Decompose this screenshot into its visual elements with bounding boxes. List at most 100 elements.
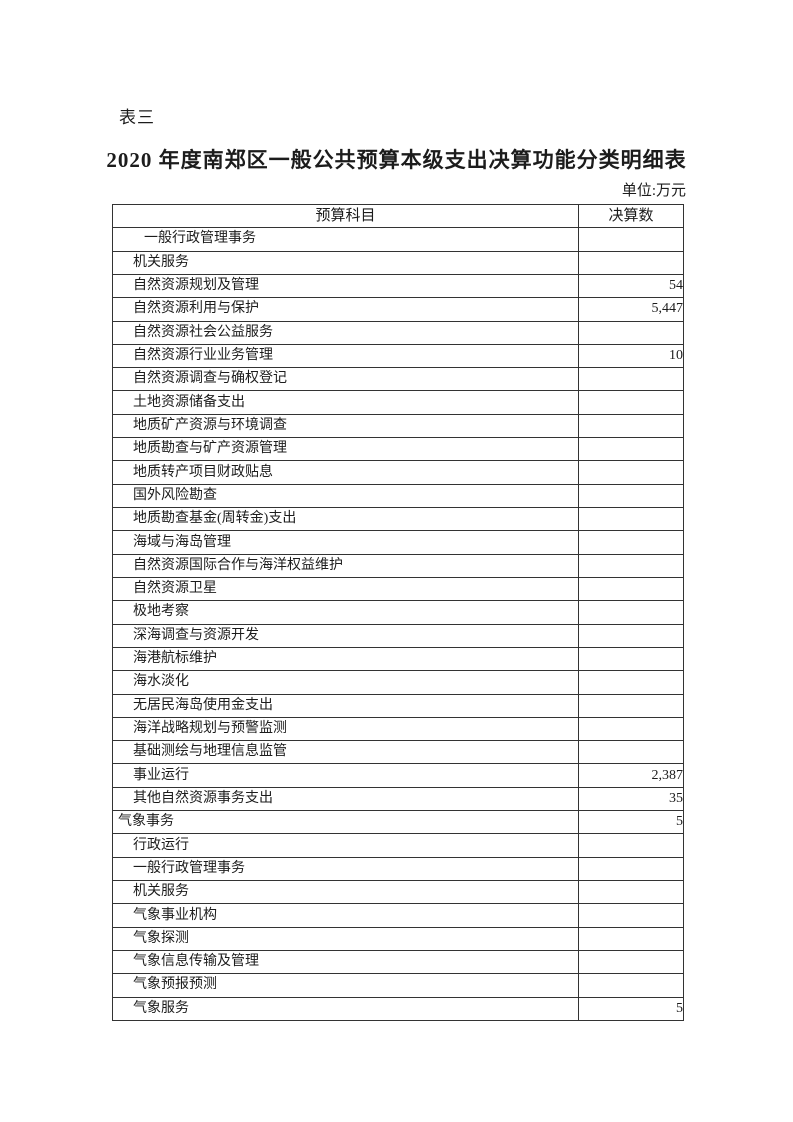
- table-row: 其他自然资源事务支出 35: [112, 786, 684, 812]
- table-header-row: 预算科目 决算数: [112, 203, 684, 229]
- amount-cell: [578, 530, 684, 555]
- table-body: 一般行政管理事务 机关服务 自然资源规划及管理 54 自然资源利用与保护 5,447 自然资…: [112, 227, 684, 1022]
- budget-subject-cell: 气象事业机构: [112, 903, 579, 928]
- amount-cell: 10: [578, 343, 684, 369]
- amount-cell: [578, 670, 684, 695]
- budget-subject-cell: 行政运行: [112, 833, 579, 858]
- amount-cell: [578, 646, 684, 672]
- budget-subject-cell: 自然资源调查与确权登记: [112, 367, 579, 392]
- table-row: 海水淡化: [112, 670, 684, 695]
- budget-table: 预算科目 决算数 一般行政管理事务 机关服务 自然资源规划及管理 54 自然资源利用与保…: [112, 203, 684, 1022]
- budget-subject-cell: 深海调查与资源开发: [112, 623, 579, 648]
- budget-subject-cell: 地质矿产资源与环境调查: [112, 413, 579, 439]
- table-row: 机关服务: [112, 880, 684, 905]
- budget-subject-cell: 机关服务: [112, 250, 579, 275]
- budget-subject-cell: 事业运行: [112, 763, 579, 788]
- budget-subject-cell: 自然资源社会公益服务: [112, 320, 579, 345]
- table-row: 深海调查与资源开发: [112, 623, 684, 648]
- amount-cell: [578, 716, 684, 742]
- amount-cell: [578, 880, 684, 905]
- table-row: 自然资源国际合作与海洋权益维护: [112, 553, 684, 578]
- table-row: 土地资源储备支出: [112, 390, 684, 415]
- budget-subject-cell: 自然资源利用与保护: [112, 297, 579, 322]
- amount-cell: 54: [578, 273, 684, 299]
- amount-cell: [578, 553, 684, 578]
- budget-subject-cell: 土地资源储备支出: [112, 390, 579, 415]
- table-row: 行政运行: [112, 833, 684, 858]
- budget-subject-cell: 自然资源卫星: [112, 576, 579, 602]
- table-row: 气象服务 5: [112, 996, 684, 1022]
- amount-cell: [578, 483, 684, 509]
- amount-cell: [578, 973, 684, 998]
- table-row: 自然资源社会公益服务: [112, 320, 684, 345]
- amount-cell: [578, 390, 684, 415]
- table-row: 机关服务: [112, 250, 684, 275]
- amount-cell: [578, 600, 684, 625]
- amount-cell: [578, 367, 684, 392]
- table-row: 基础测绘与地理信息监管: [112, 740, 684, 765]
- table-row: 地质矿产资源与环境调查: [112, 413, 684, 439]
- table-number-label: 表三: [119, 108, 155, 127]
- budget-subject-cell: 自然资源国际合作与海洋权益维护: [112, 553, 579, 578]
- table-row: 一般行政管理事务: [112, 856, 684, 882]
- budget-subject-cell: 海洋战略规划与预警监测: [112, 716, 579, 742]
- amount-cell: [578, 833, 684, 858]
- budget-subject-cell: 无居民海岛使用金支出: [112, 693, 579, 718]
- budget-subject-cell: 气象事务: [112, 810, 579, 835]
- table-row: 自然资源行业业务管理 10: [112, 343, 684, 369]
- table-row: 自然资源调查与确权登记: [112, 367, 684, 392]
- table-row: 事业运行 2,387: [112, 763, 684, 788]
- budget-subject-cell: 极地考察: [112, 600, 579, 625]
- budget-subject-cell: 海水淡化: [112, 670, 579, 695]
- amount-cell: [578, 926, 684, 951]
- table-row: 无居民海岛使用金支出: [112, 693, 684, 718]
- table-row: 自然资源利用与保护 5,447: [112, 297, 684, 322]
- table-row: 地质勘查基金(周转金)支出: [112, 507, 684, 532]
- amount-cell: [578, 693, 684, 718]
- table-row: 气象事务 5: [112, 810, 684, 835]
- budget-subject-cell: 一般行政管理事务: [112, 227, 579, 252]
- amount-cell: [578, 576, 684, 602]
- amount-cell: 2,387: [578, 763, 684, 788]
- budget-subject-cell: 海港航标维护: [112, 646, 579, 672]
- table-row: 自然资源卫星: [112, 576, 684, 602]
- column-header-amount: 决算数: [578, 203, 684, 229]
- table-row: 一般行政管理事务: [112, 227, 684, 252]
- budget-subject-cell: 地质勘查与矿产资源管理: [112, 437, 579, 462]
- table-row: 地质转产项目财政贴息: [112, 460, 684, 485]
- budget-subject-cell: 一般行政管理事务: [112, 856, 579, 882]
- amount-cell: 35: [578, 786, 684, 812]
- amount-cell: [578, 856, 684, 882]
- amount-cell: [578, 460, 684, 485]
- budget-subject-cell: 其他自然资源事务支出: [112, 786, 579, 812]
- amount-cell: 5: [578, 810, 684, 835]
- amount-cell: [578, 250, 684, 275]
- budget-subject-cell: 地质转产项目财政贴息: [112, 460, 579, 485]
- unit-note: 单位:万元: [621, 183, 686, 199]
- budget-subject-cell: 气象信息传输及管理: [112, 949, 579, 975]
- budget-subject-cell: 地质勘查基金(周转金)支出: [112, 507, 579, 532]
- table-row: 地质勘查与矿产资源管理: [112, 437, 684, 462]
- table-row: 国外风险勘查: [112, 483, 684, 509]
- budget-subject-cell: 自然资源行业业务管理: [112, 343, 579, 369]
- budget-subject-cell: 气象探测: [112, 926, 579, 951]
- table-row: 气象信息传输及管理: [112, 949, 684, 975]
- table-row: 海港航标维护: [112, 646, 684, 672]
- budget-subject-cell: 气象预报预测: [112, 973, 579, 998]
- amount-cell: [578, 507, 684, 532]
- budget-subject-cell: 国外风险勘查: [112, 483, 579, 509]
- budget-subject-cell: 气象服务: [112, 996, 579, 1022]
- amount-cell: [578, 903, 684, 928]
- table-row: 气象预报预测: [112, 973, 684, 998]
- page-title: 2020 年度南郑区一般公共预算本级支出决算功能分类明细表: [106, 148, 687, 172]
- amount-cell: [578, 740, 684, 765]
- amount-cell: [578, 623, 684, 648]
- table-row: 海域与海岛管理: [112, 530, 684, 555]
- budget-subject-cell: 机关服务: [112, 880, 579, 905]
- column-header-subject: 预算科目: [112, 203, 579, 229]
- amount-cell: [578, 437, 684, 462]
- amount-cell: [578, 320, 684, 345]
- budget-subject-cell: 自然资源规划及管理: [112, 273, 579, 299]
- budget-subject-cell: 基础测绘与地理信息监管: [112, 740, 579, 765]
